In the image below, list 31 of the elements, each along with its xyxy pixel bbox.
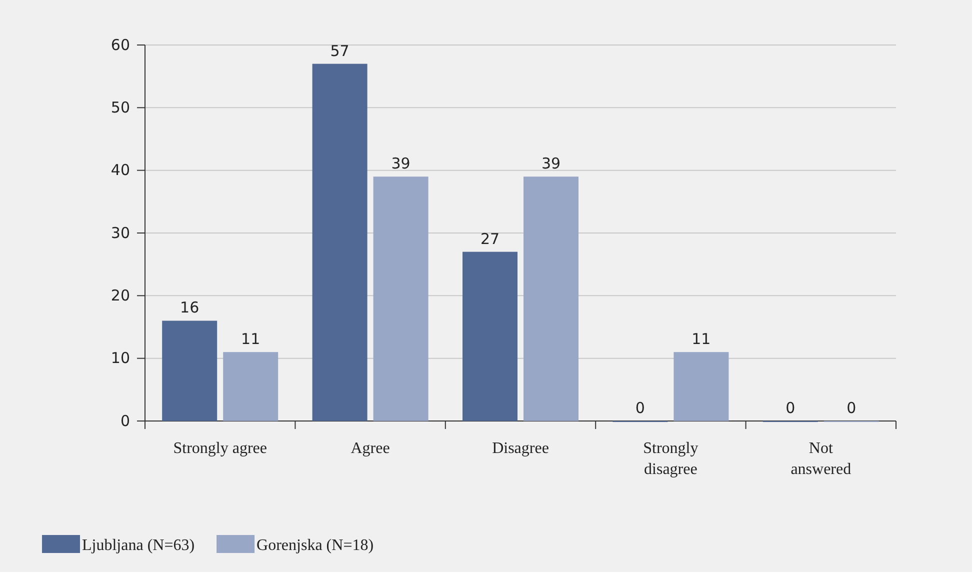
y-tick-label: 20: [110, 286, 130, 304]
y-tick-label: 50: [110, 98, 130, 116]
data-label: 27: [480, 230, 500, 248]
x-tick-label: Disagree: [492, 440, 549, 457]
bar: [674, 352, 729, 421]
data-label: 11: [692, 330, 711, 348]
x-tick-label: Agree: [350, 440, 390, 457]
data-label: 39: [391, 154, 410, 173]
bar: [312, 64, 368, 421]
y-tick-label: 0: [120, 412, 130, 430]
data-label: 57: [330, 42, 350, 60]
y-tick-label: 30: [110, 224, 130, 242]
y-tick-label: 60: [110, 36, 130, 54]
data-label: 0: [846, 399, 856, 417]
y-tick-label: 40: [110, 161, 130, 180]
x-tick-label: Strongly agree: [173, 440, 267, 457]
y-tick-label: 10: [110, 349, 130, 368]
x-tick-label: Strongly disagree: [643, 440, 698, 478]
legend-label: Ljubljana (N=63): [82, 537, 195, 554]
x-tick-label: Not answered: [790, 440, 852, 478]
data-label: 0: [786, 399, 796, 417]
bar: [373, 176, 428, 421]
legend-label: Gorenjska (N=18): [256, 537, 374, 554]
data-label: 39: [541, 154, 561, 173]
bar: [462, 252, 518, 421]
data-label: 11: [241, 330, 260, 348]
data-label: 0: [635, 399, 645, 417]
data-label: 16: [180, 298, 200, 317]
bar: [162, 320, 218, 421]
bar: [223, 352, 278, 421]
bar: [524, 176, 578, 421]
